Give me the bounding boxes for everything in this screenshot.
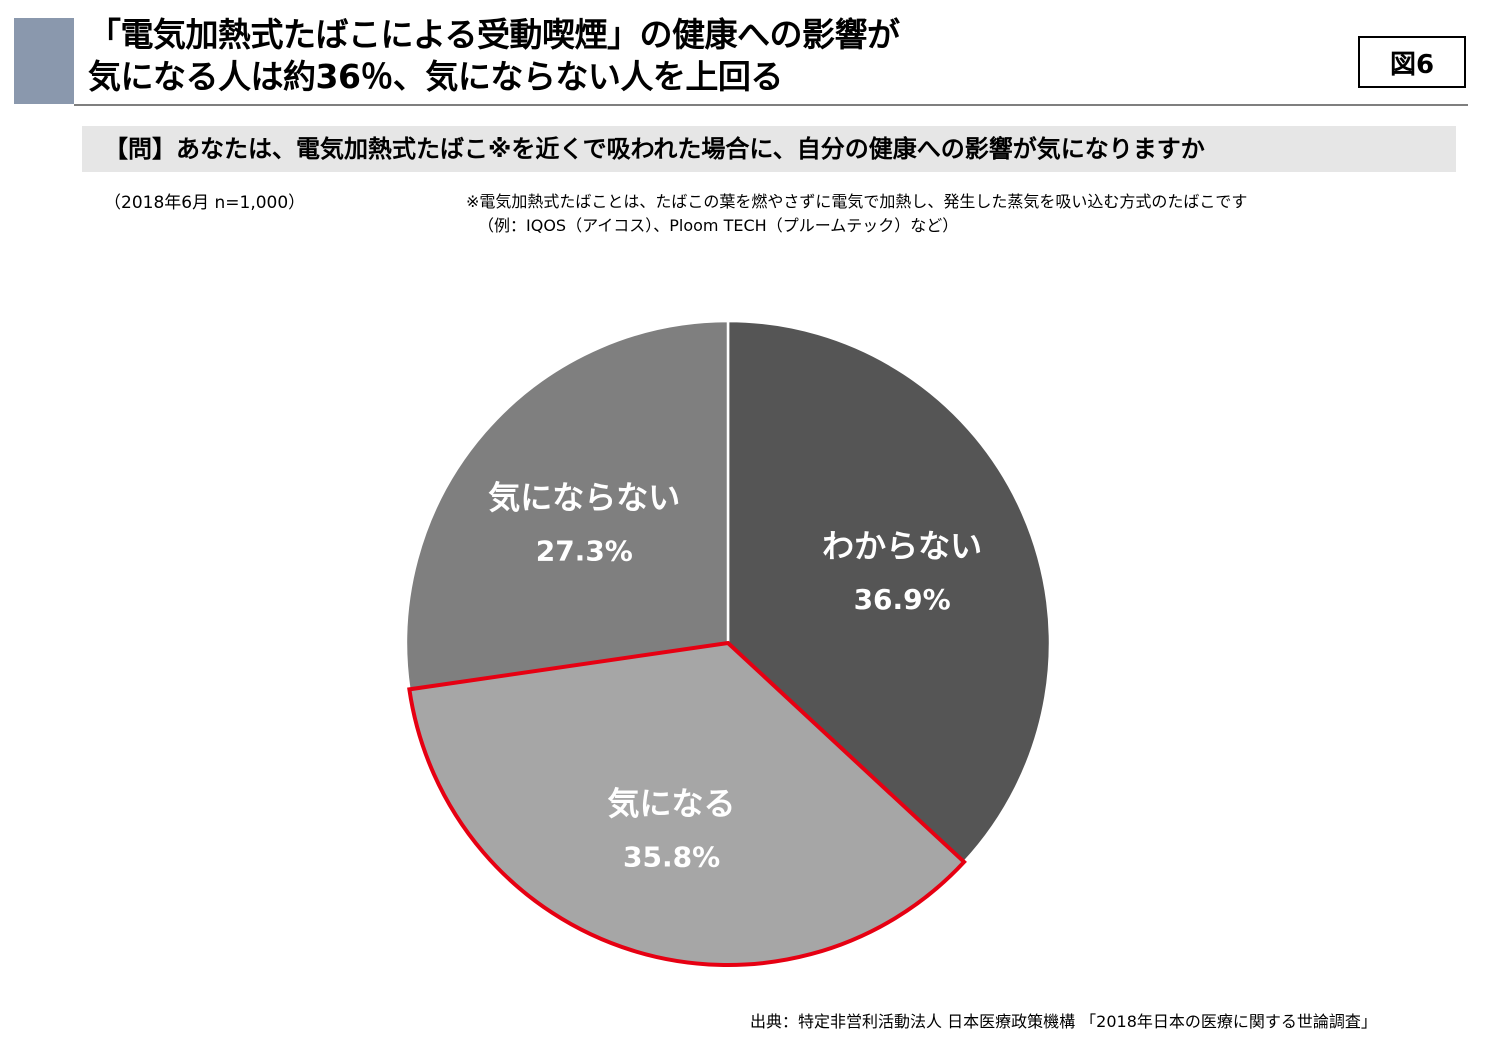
pie-slice-1 — [726, 319, 1052, 864]
pie-slices — [404, 319, 1052, 967]
pie-highlight — [407, 640, 967, 967]
pie-slice-3 — [404, 319, 730, 691]
slice-value-label-1: 36.9% — [854, 583, 951, 616]
slice-label-3: 気にならない — [488, 479, 680, 517]
survey-meta: （2018年6月 n=1,000） — [104, 193, 306, 213]
footnote-line-1: ※電気加熱式たばことは、たばこの葉を燃やさずに電気で加熱し、発生した蒸気を吸い込… — [466, 192, 1248, 211]
page-title: 「電気加熱式たばこによる受動喫煙」の健康への影響が 気になる人は約36％、気にな… — [88, 14, 1168, 98]
figure-label: 図6 — [1358, 36, 1466, 88]
slice-value-label-2: 35.8% — [623, 840, 720, 873]
title-line-1: 「電気加熱式たばこによる受動喫煙」の健康への影響が — [88, 15, 900, 54]
slice-value-label-3: 27.3% — [536, 535, 633, 568]
title-accent-bar — [14, 18, 74, 104]
slice-label-2: 気になる — [608, 784, 736, 822]
title-divider — [74, 104, 1468, 106]
footnote-line-2: （例：IQOS（アイコス）、Ploom TECH（プルームテック）など） — [478, 216, 959, 235]
pie-labels: わからない 36.9% 気になる 35.8% 気にならない 27.3% — [488, 479, 982, 874]
title-line-2: 気になる人は約36％、気にならない人を上回る — [88, 57, 783, 96]
survey-question: 【問】あなたは、電気加熱式たばこ※を近くで吸われた場合に、自分の健康への影響が気… — [82, 126, 1456, 172]
slice-label-1: わからない — [822, 527, 982, 565]
source-citation: 出典：特定非営利活動法人 日本医療政策機構 「2018年日本の医療に関する世論調… — [750, 1012, 1377, 1031]
pie-slice-highlight-outline — [407, 640, 967, 967]
footnote: ※電気加熱式たばことは、たばこの葉を燃やさずに電気で加熱し、発生した蒸気を吸い込… — [466, 190, 1247, 238]
